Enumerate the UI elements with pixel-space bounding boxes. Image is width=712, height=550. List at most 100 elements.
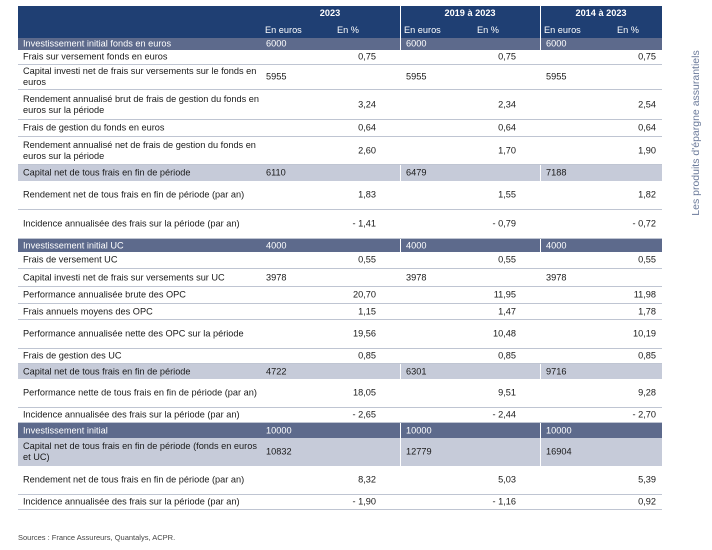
row-label: Capital investi net de frais sur verseme…: [23, 272, 225, 282]
value-euros: 3978: [266, 272, 287, 282]
table-row: Incidence annualisée des frais sur la pé…: [18, 495, 662, 510]
table-row: Incidence annualisée des frais sur la pé…: [18, 210, 662, 239]
section-divider: [540, 165, 541, 181]
value-euros: 6000: [546, 38, 567, 49]
value-percent: 11,95: [493, 289, 516, 300]
sources-note: Sources : France Assureurs, Quantalys, A…: [18, 533, 176, 542]
value-percent: 20,70: [353, 289, 376, 300]
section-divider: [540, 423, 541, 438]
fees-table: 2023 2019 à 2023 2014 à 2023 En euros En…: [18, 6, 662, 510]
value-percent: 0,64: [498, 122, 516, 133]
period-2014-2023: 2014 à 2023: [575, 8, 627, 18]
table-row: Frais de gestion des UC 0,85 0,85 0,85: [18, 349, 662, 364]
value-euros: 4000: [546, 240, 567, 250]
row-label: Frais de versement UC: [23, 254, 118, 265]
value-percent: 5,39: [638, 474, 656, 485]
table-row: Rendement annualisé brut de frais de ges…: [18, 90, 662, 120]
value-percent: 0,64: [358, 122, 376, 133]
table-row: Incidence annualisée des frais sur la pé…: [18, 408, 662, 423]
table-row: Performance nette de tous frais en fin d…: [18, 379, 662, 408]
table-row: Frais annuels moyens des OPC 1,15 1,47 1,78: [18, 304, 662, 320]
section-divider: [400, 438, 401, 466]
section-divider: [540, 38, 541, 50]
value-euros: 9716: [546, 366, 567, 376]
section-divider: [400, 364, 401, 379]
row-label: Frais de gestion du fonds en euros: [23, 122, 165, 133]
value-percent: 5,03: [498, 474, 516, 485]
col-pct-2019-2023: En %: [477, 25, 499, 35]
table-row: Performance annualisée brute des OPC 20,7…: [18, 287, 662, 304]
value-percent: 11,98: [633, 289, 656, 300]
table-row: Investissement initial UC 4000 4000 4000: [18, 239, 662, 252]
row-label: Capital investi net de frais sur verseme…: [23, 66, 257, 87]
table-row: Capital investi net de frais sur verseme…: [18, 269, 662, 287]
value-percent: - 1,41: [352, 218, 377, 229]
value-percent: 0,55: [358, 254, 376, 265]
value-percent: - 2,44: [492, 409, 517, 420]
value-percent: 2,60: [358, 145, 376, 155]
value-euros: 7188: [546, 167, 567, 178]
value-percent: - 0,72: [632, 218, 657, 229]
row-label: Investissement initial fonds en euros: [23, 38, 172, 49]
value-euros: 5955: [266, 71, 287, 82]
table-row: Investissement initial 10000 10000 10000: [18, 423, 662, 438]
value-percent: 9,51: [498, 387, 516, 398]
section-divider: [400, 165, 401, 181]
row-label: Performance nette de tous frais en fin d…: [23, 387, 257, 398]
period-2019-2023: 2019 à 2023: [444, 8, 496, 18]
row-label: Rendement net de tous frais en fin de pé…: [23, 189, 245, 200]
value-percent: 1,55: [498, 189, 516, 200]
value-percent: 10,19: [633, 328, 656, 339]
value-percent: 3,24: [358, 99, 376, 109]
value-percent: 1,78: [638, 306, 656, 316]
table-row: Rendement annualisé net de frais de gest…: [18, 137, 662, 165]
table-row: Rendement net de tous frais en fin de pé…: [18, 466, 662, 495]
value-euros: 3978: [406, 272, 427, 282]
side-title: Les produits d'épargne assurantiels: [690, 50, 702, 216]
row-label: Investissement initial: [23, 425, 108, 435]
section-divider: [540, 239, 541, 252]
row-label: Capital net de tous frais en fin de péri…: [23, 167, 191, 178]
value-percent: 1,83: [358, 189, 376, 200]
value-percent: 0,75: [638, 51, 656, 62]
value-euros: 10832: [266, 446, 292, 457]
value-percent: 1,47: [498, 306, 516, 316]
value-euros: 10000: [546, 425, 572, 435]
row-label: Incidence annualisée des frais sur la pé…: [23, 409, 240, 420]
value-percent: 0,92: [638, 496, 656, 507]
value-euros: 4722: [266, 366, 287, 376]
value-percent: 9,28: [638, 387, 656, 398]
table-row: Capital net de tous frais en fin de péri…: [18, 364, 662, 379]
row-label: Rendement annualisé net de frais de gest…: [23, 139, 256, 161]
row-label: Rendement net de tous frais en fin de pé…: [23, 474, 245, 485]
row-label: Performance annualisée nette des OPC sur…: [23, 328, 244, 339]
value-euros: 12779: [406, 446, 432, 457]
value-percent: 8,32: [358, 474, 376, 485]
value-percent: 1,15: [358, 306, 376, 316]
value-percent: 1,90: [638, 145, 656, 155]
value-percent: 0,75: [498, 51, 516, 62]
value-percent: 0,85: [638, 350, 656, 361]
table-row: Frais sur versement fonds en euros 0,75 0,…: [18, 50, 662, 65]
row-label: Investissement initial UC: [23, 240, 124, 250]
value-euros: 5955: [406, 71, 427, 82]
value-euros: 6000: [406, 38, 427, 49]
table-body: Investissement initial fonds en euros 600…: [18, 38, 662, 510]
value-euros: 6479: [406, 167, 427, 178]
table-row: Performance annualisée nette des OPC sur…: [18, 320, 662, 349]
table-row: Rendement net de tous frais en fin de pé…: [18, 181, 662, 210]
value-percent: - 2,70: [632, 409, 657, 420]
value-percent: 2,54: [638, 99, 656, 109]
col-euros-2023: En euros: [265, 25, 302, 35]
value-percent: 10,48: [493, 328, 516, 339]
table-row: Frais de gestion du fonds en euros 0,64 0,…: [18, 120, 662, 137]
section-divider: [400, 239, 401, 252]
value-euros: 6301: [406, 366, 427, 376]
col-pct-2023: En %: [337, 25, 359, 35]
value-percent: 1,82: [638, 189, 656, 200]
table-header: 2023 2019 à 2023 2014 à 2023 En euros En…: [18, 6, 662, 38]
section-divider: [540, 438, 541, 466]
col-euros-2019-2023: En euros: [404, 25, 441, 35]
value-percent: 0,55: [498, 254, 516, 265]
value-percent: - 1,90: [352, 496, 377, 507]
